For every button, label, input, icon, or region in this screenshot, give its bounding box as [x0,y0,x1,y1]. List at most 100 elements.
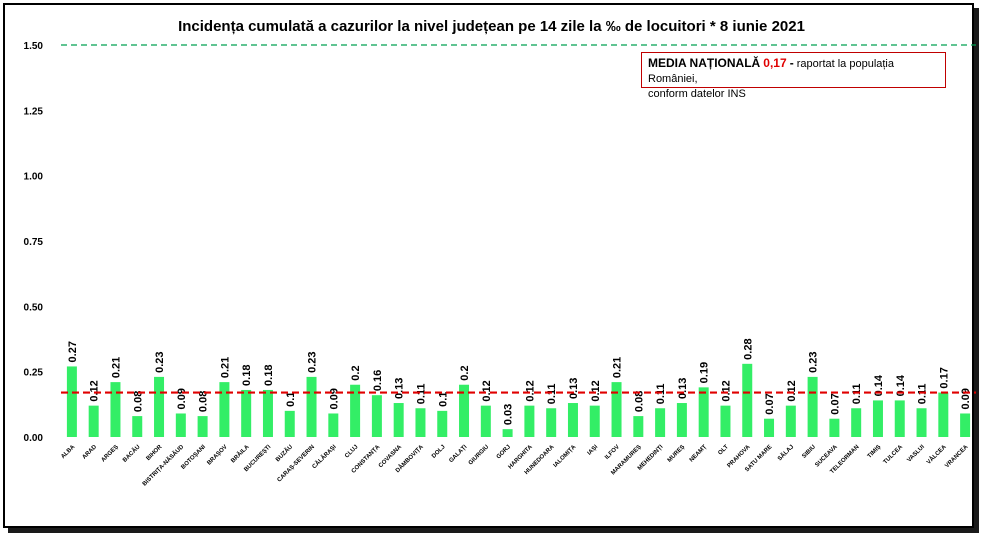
bar [132,416,143,437]
category-label: ARGEȘ [101,444,120,463]
category-label: TIMIȘ [867,444,883,460]
value-label: 0.11 [851,383,863,404]
bar [88,405,99,437]
category-label: CĂLĂRAȘI [311,443,338,470]
value-label: 0.18 [241,365,253,386]
value-label: 0.13 [394,378,406,399]
category-label: BUZĂU [274,443,294,463]
value-label: 0.21 [612,357,624,378]
value-label: 0.19 [699,362,711,383]
value-label: 0.17 [938,367,950,388]
value-label: 0.1 [285,392,297,407]
bar [807,376,818,437]
value-label: 0.12 [720,380,732,401]
category-label: GIURGIU [468,444,490,466]
category-label: SĂLAJ [776,443,795,462]
value-label: 0.14 [895,374,907,396]
legend-text-2: conform datelor INS [648,88,746,100]
value-label: 0.09 [960,388,972,409]
value-label: 0.21 [219,357,231,378]
bar [371,395,382,437]
bar [916,408,927,437]
bar [328,413,339,437]
value-label: 0.13 [568,378,580,399]
y-tick-label: 0.50 [24,302,44,313]
bar [241,389,252,437]
category-label: IALOMIȚA [553,444,578,469]
category-label: BIHOR [146,444,164,462]
category-label: ARAD [82,444,99,461]
bar [829,418,840,437]
bar [938,392,949,437]
bar [764,418,775,437]
bar [415,408,426,437]
category-label: ILFOV [604,444,621,461]
y-tick-label: 0.00 [24,433,44,444]
value-label: 0.16 [372,370,384,391]
bar [110,382,121,437]
category-label: ALBA [60,444,76,460]
value-label: 0.11 [415,383,427,404]
bar [437,410,448,437]
value-label: 0.07 [764,393,776,414]
value-label: 0.12 [481,380,493,401]
chart-frame [3,3,974,528]
category-label: TULCEA [883,444,905,466]
value-label: 0.08 [198,391,210,412]
bar [633,416,644,437]
y-tick-label: 1.00 [24,172,44,183]
legend-label: MEDIA NAȚIONALĂ [648,56,761,70]
category-label: BRĂILA [230,443,251,464]
bar [698,387,709,437]
category-label: GALAȚI [448,444,468,464]
bar [589,405,600,437]
value-label: 0.1 [437,392,449,407]
category-label: SIBIU [801,444,817,460]
category-label: IAȘI [587,444,600,457]
bar [262,389,273,437]
national-average-legend: MEDIA NAȚIONALĂ 0,17 - raportat la popul… [641,52,946,100]
chart-title: Incidența cumulată a cazurilor la nivel … [178,18,805,35]
bar [219,382,230,437]
value-label: 0.23 [808,351,820,372]
bar [154,376,165,437]
bar [175,413,186,437]
bar [459,384,470,437]
category-label: BRAȘOV [206,444,228,466]
category-label: NEAMȚ [689,444,709,464]
bar [66,366,77,437]
bar [785,405,796,437]
category-label: GORJ [496,444,512,460]
category-label: VÂLCEA [925,443,948,466]
y-tick-label: 0.75 [24,237,44,248]
bar [655,408,666,437]
value-label: 0.14 [873,374,885,396]
category-label: CARAȘ-SEVERIN [277,444,316,483]
bar [567,403,578,437]
bar [894,400,905,437]
value-label: 0.12 [590,380,602,401]
bar [306,376,317,437]
category-label: VRANCEA [944,444,970,470]
bar [350,384,361,437]
legend-value: 0,17 [763,56,787,70]
value-label: 0.21 [110,357,122,378]
bar [502,429,513,437]
bar [197,416,208,437]
bar [720,405,731,437]
category-label: DOLJ [431,444,447,460]
bar [524,405,535,437]
bar [851,408,862,437]
category-label: CLUJ [344,444,359,459]
value-label: 0.2 [350,365,362,380]
bar [611,382,622,437]
legend-text-1: raportat la populația României, [648,58,894,85]
value-label: 0.03 [503,404,515,425]
value-label: 0.12 [89,380,101,401]
bar [546,408,557,437]
value-label: 0.11 [546,383,558,404]
value-label: 0.23 [154,351,166,372]
bar [872,400,883,437]
value-label: 0.07 [829,393,841,414]
value-label: 0.08 [633,391,645,412]
